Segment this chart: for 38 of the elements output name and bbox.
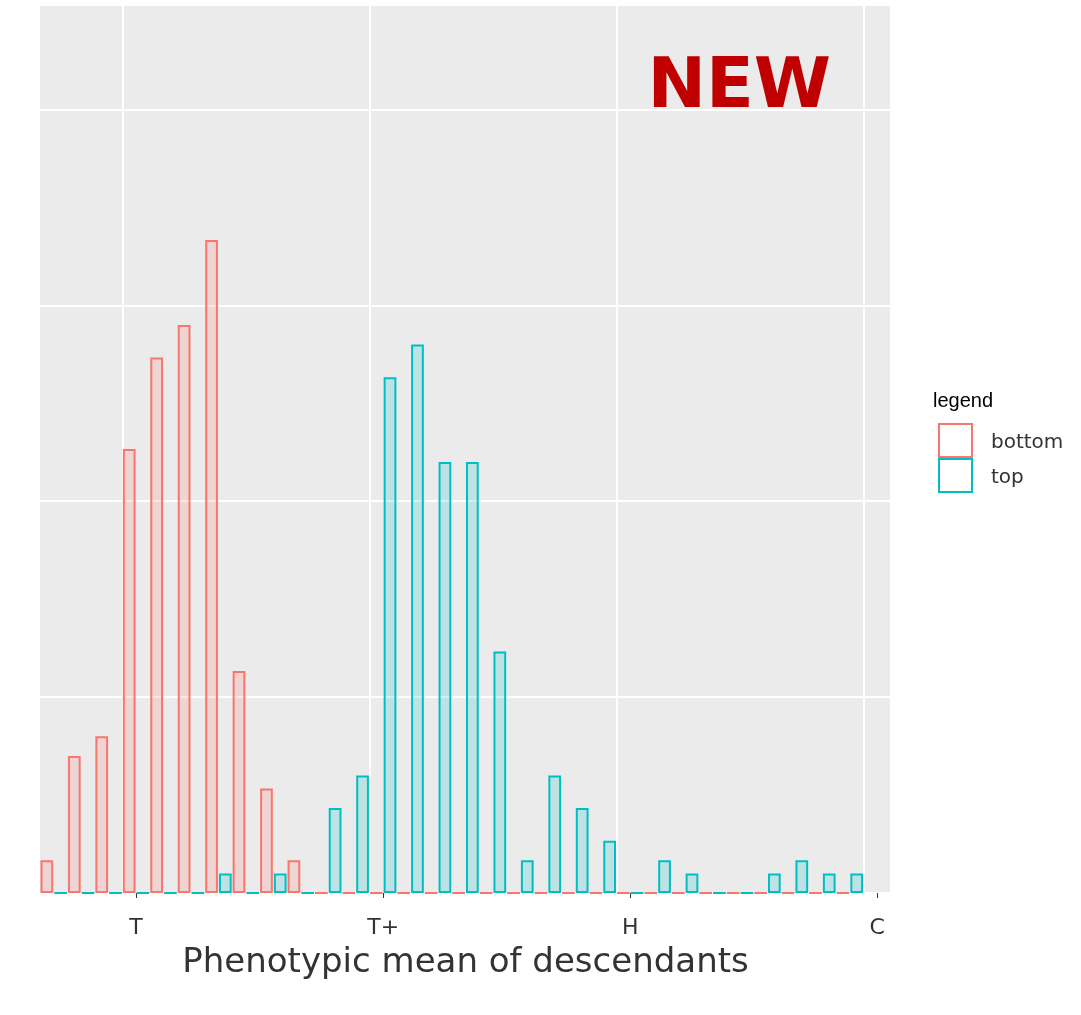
- bar: [466, 462, 479, 893]
- bar: [40, 860, 54, 893]
- x-tick-label: C: [869, 913, 885, 939]
- bar: [67, 755, 81, 893]
- legend-label: bottom: [991, 428, 1064, 453]
- bar: [520, 860, 534, 893]
- bar: [658, 860, 671, 893]
- bar: [411, 344, 424, 893]
- bar: [795, 860, 809, 893]
- bar: [383, 377, 397, 893]
- bar: [95, 736, 109, 893]
- bar: [205, 240, 218, 893]
- bar: [356, 775, 369, 893]
- bar: [218, 873, 232, 893]
- bar: [438, 462, 452, 893]
- bar: [548, 775, 562, 893]
- x-tick-label: H: [621, 913, 639, 939]
- bar: [850, 873, 864, 893]
- bar: [493, 651, 507, 893]
- x-tick-label: T: [128, 913, 144, 939]
- text: NEW: [647, 42, 832, 124]
- legend-label: top: [991, 463, 1024, 488]
- x-tick-label: T+: [366, 913, 400, 939]
- bar: [575, 808, 589, 893]
- bar: [232, 671, 246, 893]
- bar: [150, 357, 164, 893]
- bar: [822, 873, 836, 893]
- bar: [328, 808, 342, 893]
- bar: [273, 873, 287, 893]
- bar: [287, 860, 301, 893]
- bar: [177, 324, 191, 893]
- bar: [685, 873, 699, 893]
- legend-title: legend: [933, 389, 994, 411]
- bar: [260, 788, 273, 893]
- bar: [767, 873, 781, 893]
- bar: [122, 449, 136, 893]
- bar: [603, 840, 616, 893]
- x-axis-title: Phenotypic mean of descendants: [182, 940, 749, 980]
